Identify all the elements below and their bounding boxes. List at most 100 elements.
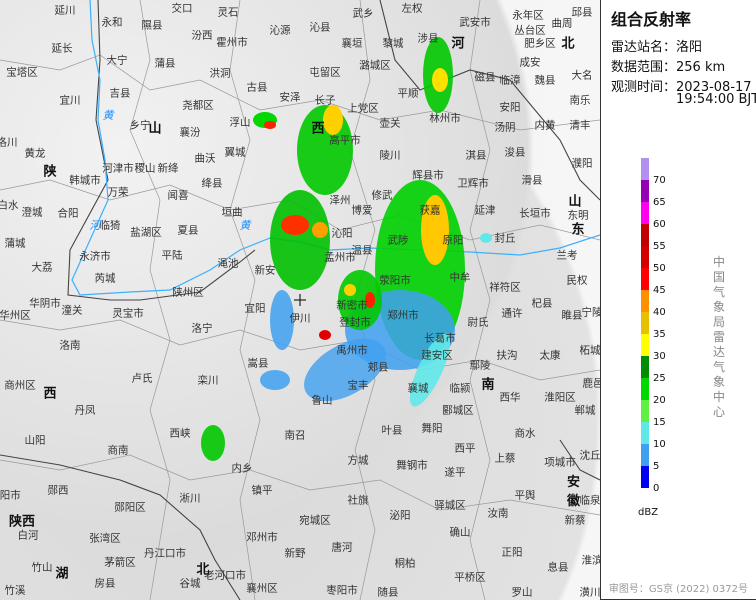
city-label: 高平市 <box>329 134 361 147</box>
city-label: 汾西 <box>191 29 213 42</box>
city-label: 太康 <box>539 349 561 362</box>
city-label: 清丰 <box>569 119 591 132</box>
station-label: 雷达站名： <box>611 40 677 55</box>
province-label: 南 <box>481 377 495 393</box>
city-label: 确山 <box>449 526 471 539</box>
city-label: 平顺 <box>397 87 419 100</box>
city-label: 蒲县 <box>154 57 176 70</box>
legend-swatch <box>641 180 649 202</box>
city-label: 永和 <box>101 16 123 29</box>
city-label: 丹江口市 <box>144 547 186 560</box>
city-label: 长子 <box>314 94 336 107</box>
city-label: 东明 <box>567 209 589 222</box>
city-label: 社旗 <box>347 494 369 507</box>
city-label: 临漳 <box>499 74 521 87</box>
legend-swatch <box>641 268 649 290</box>
city-label: 安阳 <box>499 101 521 114</box>
legend-tick-label: 70 <box>653 175 666 186</box>
city-label: 乡宁 <box>129 119 151 132</box>
city-label: 洛南 <box>59 339 81 352</box>
city-label: 新密市 <box>336 299 368 312</box>
legend-swatch <box>641 202 649 224</box>
city-label: 南召 <box>284 429 306 442</box>
city-label: 垣曲 <box>221 206 243 219</box>
province-label: 安徽 <box>567 475 581 509</box>
province-label: 北 <box>561 36 575 52</box>
legend-tick-label: 60 <box>653 219 666 230</box>
city-label: 平陆 <box>161 249 183 262</box>
province-label: 山 <box>568 194 582 210</box>
city-label: 卢氏 <box>131 372 153 385</box>
city-label: 大宁 <box>106 54 128 67</box>
radar-station-marker <box>294 294 306 306</box>
legend-swatch <box>641 246 649 268</box>
legend-tick-label: 5 <box>653 461 660 472</box>
city-label: 华阴市 <box>29 297 61 310</box>
city-label: 郑州市 <box>387 309 419 322</box>
city-label: 永济市 <box>79 250 111 263</box>
city-label: 平舆 <box>514 489 536 502</box>
city-label: 襄垣 <box>341 37 363 50</box>
city-label: 尉氏 <box>467 316 489 329</box>
city-label: 潞城区 <box>359 59 391 72</box>
city-label: 洛川 <box>0 136 18 149</box>
city-label: 闻喜 <box>167 189 189 202</box>
range-row: 数据范围：256 km <box>611 56 725 75</box>
city-label: 古县 <box>246 81 268 94</box>
city-label: 沁县 <box>309 21 331 34</box>
city-label: 盐湖区 <box>130 226 162 239</box>
map-overlay <box>0 0 600 600</box>
city-label: 潼关 <box>61 304 83 317</box>
city-label: 河津市 <box>102 162 134 175</box>
city-label: 临猗 <box>99 219 121 232</box>
city-label: 郏县 <box>367 361 389 374</box>
city-label: 竹溪 <box>4 584 26 597</box>
city-label: 淮阳区 <box>544 391 576 404</box>
city-label: 老河口市 <box>204 569 246 582</box>
city-label: 尧都区 <box>182 99 214 112</box>
city-label: 邱县 <box>571 6 593 19</box>
city-label: 滑县 <box>521 174 543 187</box>
city-label: 枣阳市 <box>326 584 358 597</box>
station-row: 雷达站名：洛阳 <box>611 36 702 55</box>
city-label: 武安市 <box>459 16 491 29</box>
city-label: 罗山 <box>511 586 533 599</box>
city-label: 涉县 <box>417 32 439 45</box>
city-label: 郾城区 <box>442 404 474 417</box>
city-label: 沁阳 <box>331 227 353 240</box>
city-label: 竹山 <box>31 561 53 574</box>
province-label: 东 <box>571 222 585 238</box>
city-label: 杞县 <box>531 297 553 310</box>
city-label: 襄城 <box>407 382 429 395</box>
legend-swatch <box>641 400 649 422</box>
city-label: 商南 <box>107 444 129 457</box>
radar-map[interactable]: 延川 永和 隰县 交口 灵石 汾西 霍州市 沁源 延长 大宁 蒲县 宝塔区 洪洞 古县 安泽 吉县 宜川 尧都区乡… <box>0 0 600 600</box>
city-label: 舞阳 <box>421 422 443 435</box>
city-label: 延津 <box>474 204 496 217</box>
city-label: 白河 <box>17 529 39 542</box>
city-label: 黎城 <box>382 37 404 50</box>
river-label: 河 <box>89 219 101 232</box>
legend-tick-label: 20 <box>653 395 666 406</box>
city-label: 林州市 <box>429 112 461 125</box>
city-label: 宝塔区 <box>6 66 38 79</box>
city-label: 汝南 <box>487 507 509 520</box>
city-label: 丹凤 <box>74 404 96 417</box>
city-label: 陵川 <box>379 149 401 162</box>
time-value: 19:54:00 BJT <box>676 92 756 107</box>
city-label: 左权 <box>401 2 423 15</box>
city-label: 永年区 <box>512 9 544 22</box>
city-label: 嵩县 <box>247 357 269 370</box>
legend-unit: dBZ <box>638 507 659 518</box>
city-label: 上党区 <box>347 102 379 115</box>
city-label: 遂平 <box>444 466 466 479</box>
legend-swatch <box>641 334 649 356</box>
city-label: 伊川 <box>289 312 311 325</box>
city-label: 舞钢市 <box>396 459 428 472</box>
city-label: 谷城 <box>179 577 201 590</box>
time-label: 观测时间： <box>611 80 677 95</box>
city-label: 霍州市 <box>216 36 248 49</box>
legend-swatch <box>641 378 649 400</box>
province-label: 山 <box>148 121 162 137</box>
city-label: 新蔡 <box>564 514 586 527</box>
